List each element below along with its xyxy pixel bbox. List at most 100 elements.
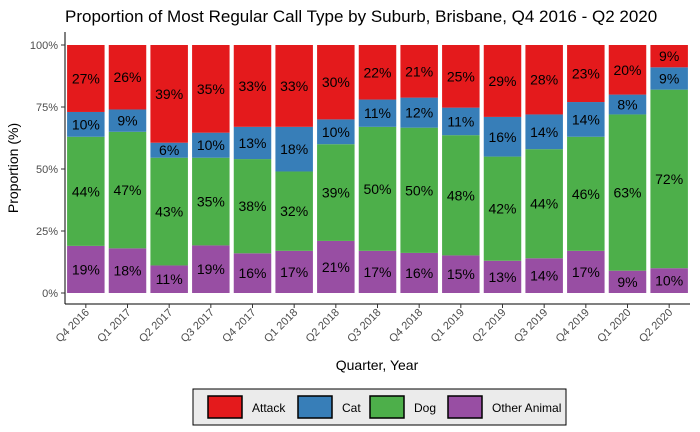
legend-label: Cat — [342, 401, 361, 415]
x-tick-label: Q4 2019 — [554, 307, 592, 345]
bar-segment — [442, 135, 480, 256]
data-label: 32% — [280, 203, 308, 219]
data-label: 48% — [447, 187, 475, 203]
data-label: 17% — [363, 264, 391, 280]
bar-segment — [525, 149, 563, 259]
data-label: 50% — [405, 182, 433, 198]
y-tick-label: 0% — [42, 288, 58, 300]
bar-segment — [233, 253, 272, 293]
x-axis-ticks: Q4 2016 Q1 2017 Q2 2017 Q3 2017 Q4 2017 Q1 20… — [54, 304, 675, 345]
bar-segment — [650, 268, 688, 293]
data-label: 35% — [197, 194, 225, 210]
data-label: 10% — [72, 116, 100, 132]
legend-swatch — [447, 395, 483, 419]
bar-segment — [108, 248, 147, 293]
data-label: 14% — [530, 124, 558, 140]
bar-segment — [525, 45, 563, 115]
bar-segment — [108, 131, 147, 249]
bar-segment — [233, 45, 272, 127]
data-label: 63% — [613, 185, 641, 201]
bar-segment — [442, 45, 480, 108]
data-label: 16% — [488, 129, 516, 145]
bar-segment — [442, 255, 480, 293]
bar-segment — [650, 67, 688, 90]
bar-segment — [567, 250, 605, 293]
data-label: 14% — [572, 111, 600, 127]
data-label: 9% — [659, 48, 679, 64]
data-label: 72% — [655, 171, 683, 187]
x-tick-label: Q4 2017 — [220, 307, 258, 345]
x-tick-label: Q2 2017 — [137, 307, 175, 345]
plot-area: 19% 44% 10% 27% 18% 47% 9% 26% 11% 43% 6% 39% 19% 35%… — [67, 45, 688, 293]
bar-segment — [442, 107, 480, 136]
data-label: 30% — [322, 74, 350, 90]
bar-segment — [608, 270, 647, 293]
bar-segment — [233, 159, 272, 254]
legend: Attack Cat Dog Other Animal — [192, 388, 567, 426]
bar-segment — [67, 111, 105, 137]
bar-segment — [67, 45, 105, 112]
data-label: 44% — [72, 183, 100, 199]
x-tick-label: Q1 2018 — [262, 307, 300, 345]
data-label: 28% — [530, 72, 558, 88]
bar-segment — [567, 45, 605, 103]
bar-segment — [525, 258, 563, 293]
bar-segment — [400, 252, 438, 293]
bar-segment — [317, 240, 355, 293]
data-label: 8% — [617, 97, 637, 113]
data-label: 35% — [197, 81, 225, 97]
data-label: 42% — [488, 201, 516, 217]
legend-swatch — [297, 395, 333, 419]
x-tick-label: Q4 2016 — [54, 307, 92, 345]
data-label: 9% — [617, 274, 637, 290]
data-label: 47% — [113, 182, 141, 198]
y-tick-label: 25% — [36, 226, 58, 238]
data-label: 26% — [113, 69, 141, 85]
data-label: 13% — [238, 135, 266, 151]
bar-segment — [275, 45, 313, 127]
bar-segment — [275, 250, 313, 293]
x-tick-label: Q3 2019 — [512, 307, 550, 345]
data-label: 11% — [156, 271, 183, 287]
bar-segment — [525, 114, 563, 150]
data-label: 33% — [238, 78, 266, 94]
data-label: 18% — [280, 141, 308, 157]
data-label: 39% — [322, 185, 350, 201]
x-tick-label: Q1 2020 — [595, 307, 633, 345]
bar-segment — [233, 126, 272, 160]
x-tick-label: Q3 2017 — [179, 307, 217, 345]
x-tick-label: Q1 2019 — [429, 307, 467, 345]
data-label: 10% — [322, 124, 350, 140]
y-tick-label: 50% — [36, 164, 58, 176]
bar-segment — [483, 45, 522, 117]
bar-segment — [608, 94, 647, 115]
data-label: 21% — [322, 259, 350, 275]
data-label: 14% — [530, 268, 558, 284]
legend-label: Attack — [252, 401, 286, 415]
x-tick-label: Q2 2020 — [637, 307, 675, 345]
data-label: 44% — [530, 196, 558, 212]
x-tick-label: Q2 2018 — [304, 307, 342, 345]
chart-title: Proportion of Most Regular Call Type by … — [65, 7, 657, 26]
legend-label: Dog — [414, 401, 436, 415]
data-label: 20% — [613, 62, 641, 78]
data-label: 39% — [155, 86, 183, 102]
data-label: 46% — [572, 186, 600, 202]
data-label: 16% — [405, 265, 433, 281]
data-label: 11% — [364, 105, 391, 121]
bar-segment — [108, 45, 147, 110]
bar-segment — [483, 260, 522, 293]
data-label: 12% — [405, 105, 433, 121]
data-label: 15% — [447, 266, 475, 282]
bar-segment — [567, 102, 605, 137]
data-label: 25% — [447, 68, 475, 84]
data-label: 17% — [572, 264, 600, 280]
bar-segment — [358, 126, 397, 251]
y-axis-ticks: 0% 25% 50% 75% 100% — [30, 40, 65, 300]
data-label: 27% — [72, 70, 100, 86]
data-label: 29% — [488, 73, 516, 89]
bar-segment — [192, 45, 230, 133]
x-tick-label: Q1 2017 — [95, 307, 133, 345]
bar-segment — [67, 245, 105, 293]
data-label: 38% — [238, 198, 266, 214]
